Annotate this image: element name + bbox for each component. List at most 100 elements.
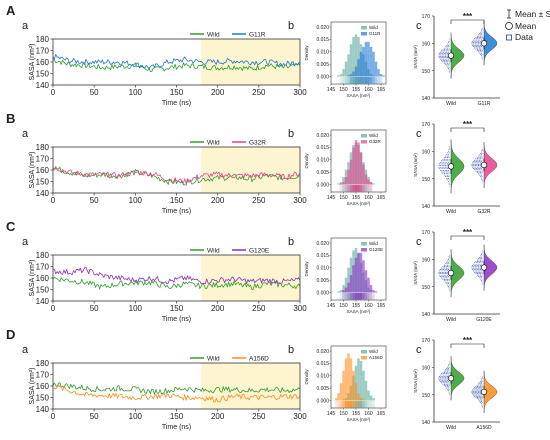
rug-mark — [362, 185, 365, 192]
x-tick-label: 100 — [129, 196, 143, 205]
rug-mark — [372, 401, 375, 408]
histogram-bar — [362, 370, 365, 401]
y-tick-label: 0.000 — [316, 290, 329, 296]
x-category-label: Wild — [446, 317, 456, 323]
rug-mark — [359, 401, 363, 408]
rug-mark — [347, 185, 350, 192]
rug-mark — [342, 401, 345, 408]
rug-mark — [367, 77, 370, 84]
rug-mark — [349, 77, 353, 84]
histogram-bar — [347, 267, 350, 293]
legend-label: Wild — [369, 241, 378, 246]
x-tick-label: 50 — [90, 196, 99, 205]
rug-mark — [369, 77, 373, 84]
plot-frame — [330, 21, 387, 85]
histogram-chart: 145 150 155 160 165 0.000 0.005 0.010 0.015 0.020… — [304, 345, 387, 422]
legend-label: G120E — [249, 248, 270, 255]
rug-mark — [339, 77, 343, 84]
histogram-bar — [364, 174, 368, 185]
legend-swatch — [361, 356, 367, 360]
rug-mark — [369, 293, 373, 300]
histogram-bar — [359, 252, 363, 293]
y-tick-label: 0.000 — [316, 398, 329, 404]
rug-mark — [364, 185, 368, 192]
histogram-bar — [347, 282, 350, 293]
x-tick-label: 50 — [90, 88, 99, 97]
violin-shape — [483, 370, 498, 414]
rug-mark — [367, 185, 370, 192]
time-series-chart: 0 50 100 150 200 250 300 140 150 160 170 180 Time (n… — [29, 32, 307, 108]
legend-label: G32R — [249, 140, 266, 147]
histogram-bar — [364, 270, 368, 293]
x-tick-label: 100 — [129, 412, 143, 421]
figure-row: Ca b c 0 50 100 150 200 250 300 140 150 160 170 180 Tim… — [6, 219, 500, 323]
rug-mark — [342, 293, 345, 300]
mean-marker — [447, 163, 455, 170]
x-tick-label: 300 — [293, 88, 307, 97]
y-tick-label: 140 — [422, 96, 431, 102]
y-tick-label: 0.015 — [316, 253, 329, 259]
plot-frame — [330, 345, 387, 409]
x-tick-label: 0 — [51, 88, 56, 97]
rug-mark — [337, 401, 340, 408]
histogram-bar — [344, 358, 348, 401]
panel-letter: D — [6, 327, 15, 342]
significance-bracket — [450, 19, 485, 24]
series-line — [52, 165, 301, 184]
mean-marker — [480, 161, 488, 169]
x-category-label: G11R — [478, 101, 491, 107]
y-tick-label: 0.010 — [316, 158, 329, 164]
y-tick-label: 150 — [36, 286, 50, 295]
x-category-label: Wild — [446, 209, 456, 215]
mean-marker — [447, 375, 455, 382]
legend-swatch — [361, 32, 367, 36]
histogram-bar — [349, 358, 353, 401]
histogram-bar — [372, 290, 375, 293]
histogram-bar — [352, 147, 355, 185]
violin-shape — [450, 249, 465, 297]
x-axis-label: Time (ns) — [162, 100, 191, 107]
y-tick-label: 140 — [36, 405, 50, 414]
rug-mark — [339, 401, 343, 408]
rug-mark — [354, 77, 358, 84]
x-tick-label: 150 — [170, 196, 184, 205]
y-tick-label: 160 — [36, 58, 50, 67]
histogram-bar — [352, 370, 355, 401]
y-tick-label: 0.005 — [316, 386, 329, 392]
histogram-bar — [357, 36, 360, 77]
significance-bracket — [450, 343, 485, 348]
figure-row: Aa b c 0 50 100 150 200 250 300 140 150 160 170 180 Tim… — [6, 3, 500, 107]
y-tick-label: 0.005 — [316, 62, 329, 68]
x-tick-label: 150 — [339, 195, 348, 201]
panel-sublabel: c — [416, 128, 422, 140]
histogram-bar — [344, 177, 348, 185]
rug-mark — [347, 77, 350, 84]
histogram-bar — [374, 291, 378, 293]
y-axis-label: SASA (nm²) — [29, 368, 36, 405]
rug-mark — [369, 185, 373, 192]
histogram-bar — [347, 75, 350, 77]
series-line — [52, 277, 301, 291]
rug-mark — [344, 293, 348, 300]
legend-swatch — [361, 26, 367, 30]
panel-letter: B — [6, 111, 15, 126]
y-axis-label: SASA (nm²) — [413, 153, 418, 177]
rug-mark — [339, 185, 343, 192]
x-tick-label: 155 — [352, 303, 361, 309]
rug-mark — [377, 77, 380, 84]
y-tick-label: 170 — [422, 14, 431, 20]
rug-mark — [342, 77, 345, 84]
histogram-bar — [342, 370, 345, 401]
rug-mark — [364, 401, 368, 408]
y-tick-label: 0.010 — [316, 266, 329, 272]
violin-shape — [483, 244, 498, 291]
x-tick-label: 155 — [352, 195, 361, 201]
y-tick-label: 140 — [422, 204, 431, 210]
histogram-bar — [339, 183, 343, 185]
y-tick-label: 170 — [36, 155, 50, 164]
rug-mark — [357, 293, 360, 300]
legend-label: G11R — [369, 31, 381, 36]
rug-mark — [357, 77, 360, 84]
